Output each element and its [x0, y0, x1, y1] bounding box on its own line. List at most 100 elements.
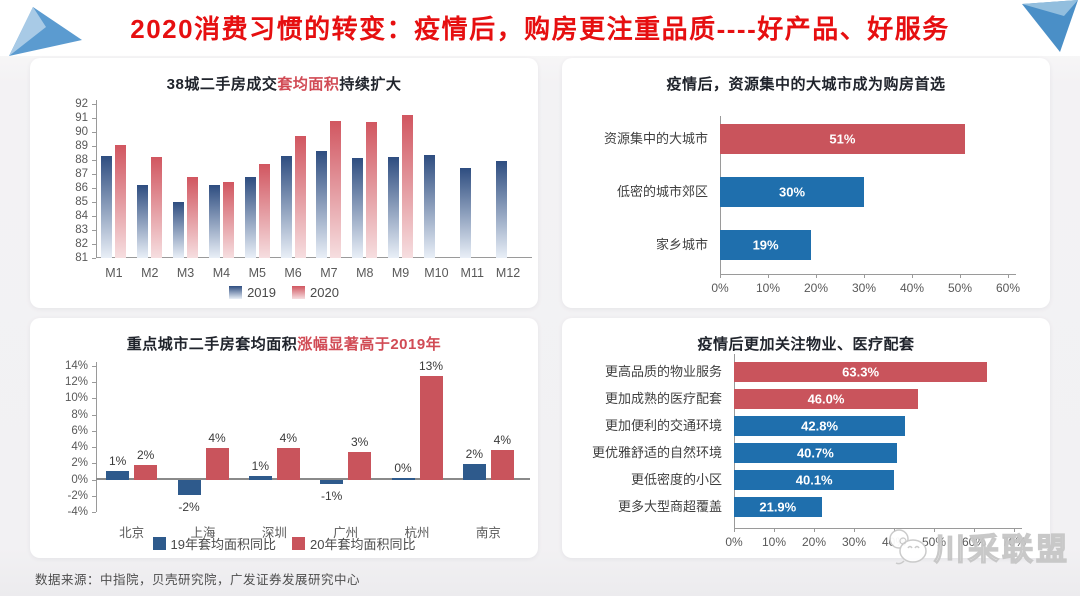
x-axis-tick: [1014, 528, 1015, 532]
bar: [734, 497, 822, 517]
x-axis-category-label: M3: [176, 266, 195, 280]
bar: [734, 443, 897, 463]
y-axis-tick-label: 84: [75, 210, 88, 222]
x-axis-tick: [912, 274, 913, 278]
legend-item: 19年套均面积同比: [152, 534, 276, 553]
chart-title: 38城二手房成交套均面积持续扩大: [30, 73, 538, 94]
bar-value-label: 4%: [279, 430, 297, 445]
legend-label: 19年套均面积同比: [170, 537, 276, 552]
bar: [276, 447, 300, 480]
bar: [177, 479, 201, 495]
y-axis-line: [96, 100, 97, 258]
bar: [391, 478, 415, 480]
y-axis-tick-label: 90: [75, 126, 88, 138]
x-axis-tick-label: 60%: [961, 535, 987, 549]
bar: [490, 450, 514, 480]
panda-mascot-icon: [889, 528, 927, 564]
bar: [134, 464, 158, 480]
page-title: 2020消费习惯的转变：疫情后，购房更注重品质----好产品、好服务: [130, 14, 950, 44]
x-axis-category-label: M4: [212, 266, 231, 280]
bar: [316, 150, 328, 258]
y-axis-tick: [92, 430, 96, 432]
y-axis-tick-label: 91: [75, 112, 88, 124]
y-axis-line: [96, 362, 97, 512]
y-axis-tick: [92, 512, 96, 513]
legend: 19年套均面积同比 20年套均面积同比: [30, 534, 538, 553]
bar: [106, 471, 130, 480]
y-axis-tick-label: 87: [75, 168, 88, 180]
x-axis-tick-label: 40%: [899, 281, 925, 295]
bar: [151, 157, 163, 258]
x-axis-tick-label: 10%: [761, 535, 787, 549]
legend-swatch: [229, 286, 243, 299]
y-axis-tick: [92, 230, 96, 231]
data-source-note: 数据来源：中指院，贝壳研究院，广发证券发展研究中心: [35, 573, 361, 587]
y-axis-tick-label: 10%: [64, 392, 88, 405]
x-axis-tick-label: 0%: [725, 535, 743, 549]
legend-label: 20年套均面积同比: [310, 537, 416, 552]
header-banner: 2020消费习惯的转变：疫情后，购房更注重品质----好产品、好服务: [0, 0, 1080, 56]
bar: [258, 163, 270, 258]
bar-value-label: 51%: [829, 131, 856, 147]
legend-swatch: [292, 537, 305, 550]
bar: [208, 185, 220, 258]
bar: [187, 176, 199, 258]
bar-value-label: 30%: [778, 184, 806, 200]
bar: [734, 470, 895, 490]
x-axis-category-label: M9: [391, 266, 410, 280]
x-axis-tick-label: 20%: [801, 535, 827, 549]
bar-value-label: -2%: [178, 499, 200, 514]
paper-plane-left-icon: [9, 7, 82, 56]
bar: [462, 464, 486, 480]
y-axis-tick: [92, 188, 96, 189]
bar-value-label: 1%: [108, 454, 127, 469]
x-axis-tick: [934, 528, 935, 532]
y-axis-tick-label: 2%: [71, 457, 88, 470]
bar: [173, 202, 185, 258]
y-axis-tick: [92, 174, 96, 175]
x-axis-tick-label: 30%: [851, 281, 877, 295]
x-axis-tick: [960, 274, 961, 278]
x-axis-tick: [854, 528, 855, 532]
plot-area: -4% -2% 0% 2% 4% 6% 8% 10% 12% 14% 北京 1% 2% 上海 -2% 4% 深圳…: [65, 359, 530, 540]
chart-title-part: 38城二手房成交: [166, 76, 278, 93]
row-category-label: 更低密度的小区: [630, 472, 722, 487]
bar-value-label: 4%: [208, 430, 226, 445]
y-axis-tick-label: 82: [75, 238, 88, 250]
y-axis-tick: [92, 146, 96, 147]
y-axis-tick-label: -4%: [67, 506, 88, 518]
x-axis-category-label: M1: [105, 266, 123, 280]
y-axis-tick-label: 81: [75, 252, 88, 264]
y-axis-tick-label: 6%: [71, 424, 88, 437]
row-category-label: 更加便利的交通环境: [604, 418, 722, 433]
watermark-text: 川采联盟: [933, 531, 1070, 567]
chart-title-part: 持续扩大: [339, 76, 402, 93]
y-axis-line: [734, 354, 735, 528]
bar: [244, 176, 256, 258]
bar: [366, 121, 378, 258]
y-axis-tick-label: 8%: [71, 408, 88, 421]
y-axis-tick: [92, 216, 96, 217]
bar-value-label: -1%: [320, 488, 343, 503]
chart-title-accent: 涨幅显著高于2019年: [297, 336, 442, 353]
bar: [248, 475, 272, 480]
bar: [419, 375, 443, 480]
legend-swatch: [152, 537, 166, 550]
x-axis-tick-label: 20%: [803, 281, 829, 295]
row-category-label: 家乡城市: [655, 237, 708, 252]
x-axis-category-label: 杭州: [404, 526, 430, 540]
x-axis-tick-label: 30%: [841, 535, 867, 549]
bar: [205, 447, 229, 480]
bar-value-label: 13%: [418, 358, 444, 373]
y-axis-tick: [92, 495, 96, 497]
x-axis-tick: [734, 528, 735, 532]
card-yoy-growth-chart: 重点城市二手房套均面积涨幅显著高于2019年 -4% -2% 0% 2% 4% 6% 8% 1…: [30, 318, 538, 558]
y-axis-tick: [92, 463, 96, 465]
x-axis-category-label: M5: [248, 266, 266, 280]
x-axis-tick: [768, 274, 769, 278]
legend-label: 2020: [310, 285, 339, 300]
chart-title: 疫情后更加关注物业、医疗配套: [697, 336, 915, 353]
y-axis-tick-label: 83: [75, 224, 88, 236]
x-axis-category-label: 上海: [190, 526, 216, 540]
legend-item: 2020: [292, 285, 339, 300]
